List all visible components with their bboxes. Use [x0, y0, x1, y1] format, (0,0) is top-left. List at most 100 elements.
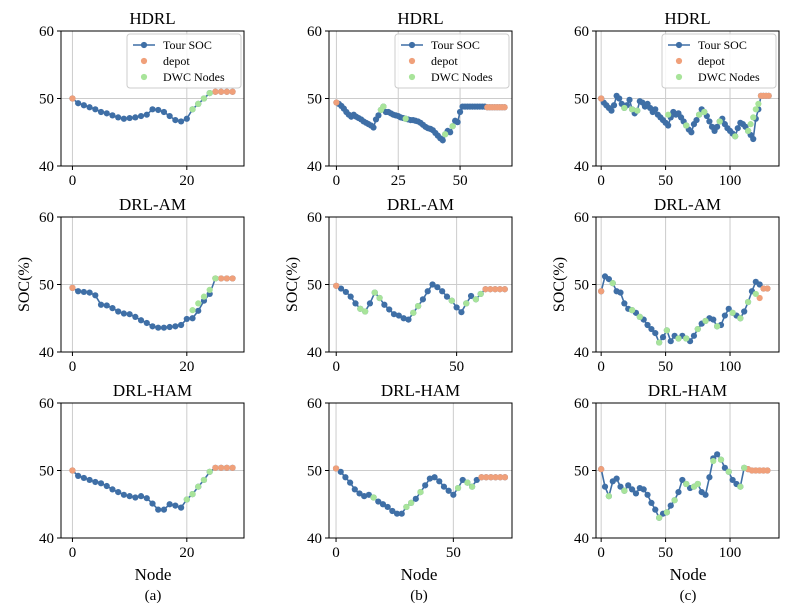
depot-point	[492, 286, 499, 293]
tour-soc-point	[149, 500, 156, 507]
dwc-node-point	[189, 106, 196, 113]
y-tick-label: 40	[39, 159, 54, 175]
plot-area	[333, 281, 508, 323]
tour-soc-point	[351, 486, 358, 493]
dwc-node-point	[464, 479, 471, 486]
depot-point	[218, 275, 225, 282]
legend-tour-label: Tour SOC	[431, 38, 480, 52]
dwc-node-point	[448, 297, 455, 304]
tour-soc-point	[132, 494, 139, 501]
y-tick-label: 50	[39, 278, 54, 294]
tour-soc-point	[132, 114, 139, 121]
tour-soc-point	[143, 495, 150, 502]
tour-soc-point	[439, 137, 446, 144]
tour-soc-point	[137, 493, 145, 500]
tour-soc-point	[693, 117, 700, 124]
dwc-node-point	[183, 496, 190, 503]
legend-tour-marker	[675, 41, 683, 49]
tour-soc-point	[613, 475, 620, 482]
tour-soc-point	[436, 478, 443, 485]
legend-depot-label: depot	[698, 54, 725, 68]
tour-soc-point	[337, 468, 344, 475]
y-tick-label: 50	[574, 278, 589, 294]
tour-soc-point	[172, 117, 179, 124]
dwc-node-point	[408, 499, 415, 506]
tour-soc-point	[347, 293, 354, 300]
dwc-node-point	[402, 115, 409, 122]
tour-soc-point	[143, 319, 150, 327]
y-tick-label: 40	[39, 345, 54, 361]
tour-soc-point	[426, 475, 433, 482]
plot-area	[598, 92, 772, 143]
y-tick-label: 50	[39, 464, 54, 480]
tour-soc-point	[126, 311, 133, 318]
x-tick-label: 0	[597, 173, 605, 189]
x-tick-label: 0	[597, 545, 605, 561]
panel-label-a: (a)	[145, 588, 162, 604]
tour-soc-point	[137, 317, 145, 324]
depot-point	[497, 474, 504, 481]
tour-soc-point	[710, 316, 717, 323]
depot-point	[501, 104, 508, 111]
dwc-node-point	[732, 133, 739, 140]
x-tick-label: 50	[446, 545, 461, 561]
dwc-node-point	[195, 100, 202, 107]
tour-soc-point	[109, 112, 116, 119]
dwc-node-point	[371, 289, 378, 296]
y-tick-label: 40	[307, 345, 322, 361]
tour-soc-point	[120, 310, 128, 317]
tour-soc-point	[702, 491, 709, 498]
depot-point	[212, 464, 219, 471]
tour-soc-point	[137, 112, 145, 120]
tour-soc-point	[424, 288, 431, 295]
tour-soc-point	[443, 293, 451, 300]
x-tick-label: 20	[179, 173, 194, 189]
tour-soc-point	[115, 114, 122, 121]
tour-soc-point	[617, 483, 624, 490]
tour-soc-point	[97, 301, 105, 308]
subplot-title: DRL-AM	[654, 195, 721, 214]
plot-area	[69, 275, 236, 331]
dwc-node-point	[469, 483, 476, 490]
dwc-node-point	[414, 303, 422, 310]
dwc-node-point	[725, 468, 732, 475]
tour-soc-point	[458, 309, 465, 316]
legend-box	[394, 33, 510, 89]
y-tick-label: 60	[39, 210, 54, 226]
tour-soc-point	[155, 324, 162, 331]
subplot-8: 40 50 60 0 50 DRL-HAM	[307, 381, 513, 561]
tour-soc-point	[86, 104, 93, 111]
depot-point	[223, 464, 230, 471]
tour-soc-point	[103, 110, 110, 117]
depot-point	[756, 294, 763, 302]
tour-soc-point	[115, 308, 122, 315]
tour-soc-point	[725, 305, 732, 312]
subplot-title: DRL-HAM	[381, 381, 460, 400]
tour-soc-point	[714, 451, 721, 458]
dwc-node-point	[410, 309, 417, 316]
tour-soc-point	[688, 129, 695, 136]
legend-box	[661, 33, 777, 89]
subplot-title: HDRL	[664, 9, 710, 28]
depot-point	[598, 95, 605, 102]
legend-dwc-label: DWC Nodes	[163, 70, 225, 84]
dwc-node-point	[683, 480, 690, 488]
legend-dwc-label: DWC Nodes	[698, 70, 760, 84]
y-tick-label: 50	[307, 278, 322, 294]
dwc-node-point	[675, 335, 682, 342]
tour-soc-point	[132, 313, 139, 320]
plot-area	[598, 273, 771, 346]
tour-soc-point	[177, 118, 185, 125]
tour-soc-point	[166, 501, 173, 508]
x-tick-label: 100	[719, 173, 742, 189]
tour-soc-point	[109, 486, 116, 493]
subplots: 40 50 60 0 20 HDRL Tour SOC depot DWC Nodes 40 50 6…	[16, 9, 780, 561]
depot-point	[218, 88, 225, 95]
tour-soc-point	[86, 289, 93, 296]
dwc-node-point	[442, 131, 449, 138]
tour-soc-point	[149, 323, 156, 330]
subplot-7: 40 50 60 0 20 DRL-HAM	[39, 381, 245, 561]
plot-area	[332, 465, 509, 517]
y-tick-label: 50	[307, 464, 322, 480]
tour-soc-point	[120, 115, 128, 122]
